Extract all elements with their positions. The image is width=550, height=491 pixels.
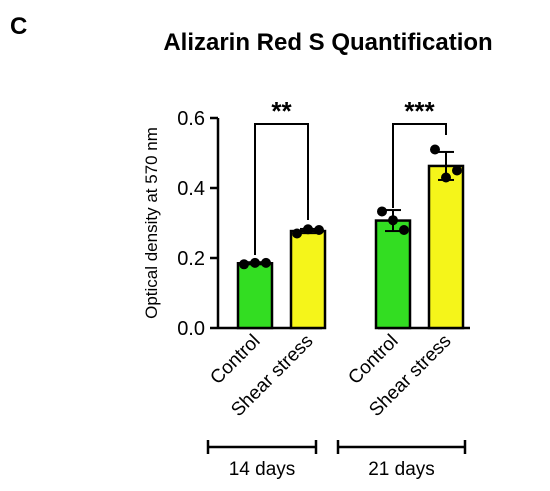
data-point	[377, 206, 387, 217]
bar	[289, 229, 327, 330]
y-tick-label: 0.0	[177, 318, 205, 340]
y-axis-label: Optical density at 570 nm	[142, 127, 161, 319]
data-point	[430, 144, 440, 155]
bar	[374, 219, 412, 330]
y-tick-label: 0.2	[177, 248, 205, 270]
significance-label: ***	[404, 96, 435, 126]
group-label: 14 days	[229, 459, 296, 480]
data-point	[441, 172, 451, 183]
group-label: 21 days	[368, 459, 435, 480]
data-point	[261, 257, 271, 268]
y-tick-label: 0.6	[177, 108, 205, 130]
significance-label: **	[271, 96, 292, 126]
data-point	[399, 225, 409, 235]
significance-bracket	[392, 123, 447, 208]
data-point	[292, 228, 302, 239]
bar	[427, 164, 465, 330]
chart-title: Alizarin Red S Quantification	[163, 29, 492, 56]
panel-label: C	[10, 13, 27, 40]
bar	[236, 262, 274, 330]
data-point	[314, 225, 324, 235]
data-point	[388, 215, 398, 226]
y-tick-label: 0.4	[177, 178, 205, 200]
data-point	[303, 224, 313, 235]
significance-bracket	[254, 123, 309, 255]
data-point	[250, 257, 260, 268]
data-point	[239, 259, 249, 270]
data-point	[452, 165, 462, 176]
